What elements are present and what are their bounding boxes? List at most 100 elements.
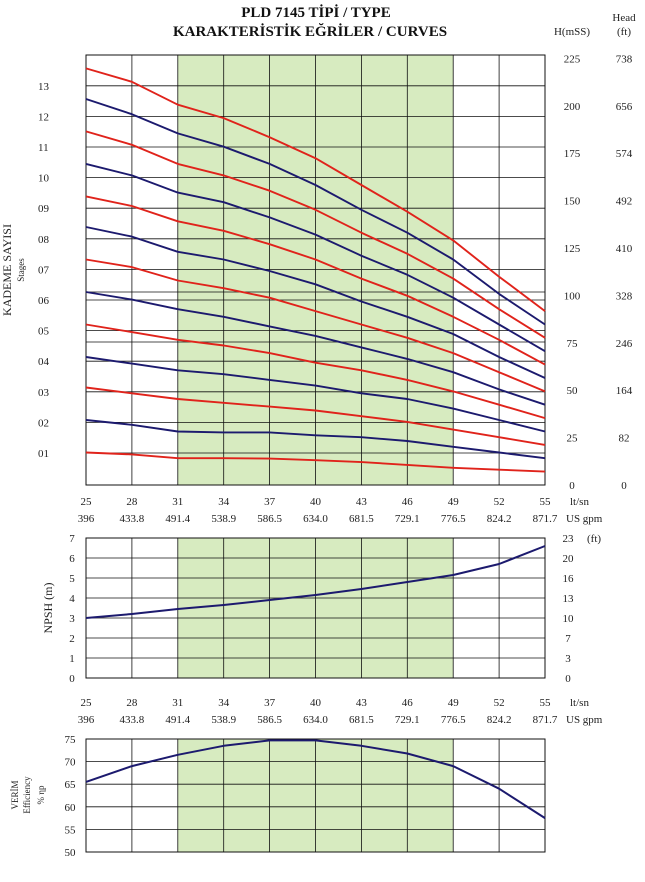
x-tick-lts: 25 (81, 496, 93, 508)
head-ft-tick: 246 (616, 338, 633, 350)
head-curve-stage-2 (85, 419, 546, 460)
eff-tick: 75 (65, 734, 77, 746)
head-curve-stage-8 (85, 226, 546, 379)
x-tick-gpm: 824.2 (487, 513, 512, 525)
stage-tick: 05 (38, 326, 50, 338)
x-unit-lts: lt/sn (570, 697, 589, 709)
x-unit-gpm: US gpm (566, 714, 603, 726)
head-curve-stage-5 (85, 323, 546, 420)
stage-tick: 02 (38, 417, 49, 429)
npsh-m-tick: 5 (69, 573, 75, 585)
npsh-m-tick: 0 (69, 673, 75, 685)
eff-axis-label-3: % ηp (36, 785, 46, 804)
head-ft-tick: 0 (621, 480, 627, 492)
x-tick-lts: 28 (126, 697, 138, 709)
head-curves-chart: 01 02 03 04 05 06 07 08 09 10 11 12 13 0 25 50 75 100 125 1… (0, 12, 636, 525)
head-curve-stage-6 (85, 291, 546, 406)
eff-tick: 65 (65, 779, 77, 791)
npsh-m-tick: 6 (69, 553, 75, 565)
chart-title-line1: PLD 7145 TİPİ / TYPE (241, 4, 390, 21)
npsh-ft-tick: 3 (565, 653, 571, 665)
x-tick-lts: 49 (448, 697, 460, 709)
x-tick-lts: 31 (172, 496, 183, 508)
stage-tick: 11 (38, 142, 49, 154)
npsh-ft-tick: 10 (563, 613, 575, 625)
stage-tick: 09 (38, 203, 50, 215)
head-curve-stage-3 (85, 386, 546, 446)
head-m-tick: 175 (564, 148, 581, 160)
head-curve-stage-4 (85, 356, 546, 433)
x-tick-gpm: 776.5 (441, 513, 466, 525)
x-tick-gpm: 538.9 (211, 714, 236, 726)
eff-tick: 50 (65, 847, 77, 859)
x-tick-lts: 37 (264, 496, 276, 508)
head-ft-axis-label: Head (612, 12, 636, 24)
x-tick-gpm: 871.7 (533, 714, 558, 726)
stage-tick: 06 (38, 295, 50, 307)
head-m-tick: 225 (564, 53, 581, 65)
npsh-ft-tick: 23 (563, 533, 575, 545)
head-ft-tick: 738 (616, 53, 633, 65)
x-tick-gpm: 634.0 (303, 714, 328, 726)
eff-tick: 70 (65, 757, 77, 769)
x-tick-gpm: 586.5 (257, 714, 282, 726)
x-tick-gpm: 396 (78, 714, 95, 726)
npsh-m-tick: 1 (69, 653, 75, 665)
x-tick-gpm: 433.8 (120, 714, 145, 726)
head-curve-stage-12 (85, 98, 546, 326)
head-m-axis-label: H(mSS) (554, 26, 590, 38)
head-ft-axis-unit: (ft) (617, 26, 631, 38)
x-tick-lts: 43 (356, 697, 368, 709)
x-tick-gpm: 586.5 (257, 513, 282, 525)
x-tick-lts: 46 (402, 496, 414, 508)
npsh-ft-unit: (ft) (587, 533, 601, 545)
x-tick-gpm: 871.7 (533, 513, 558, 525)
head-curve-stage-1 (85, 451, 546, 473)
x-tick-lts: 52 (494, 496, 505, 508)
head-m-tick: 0 (569, 480, 575, 492)
x-tick-lts: 46 (402, 697, 414, 709)
x-tick-gpm: 491.4 (165, 513, 190, 525)
x-unit-lts: lt/sn (570, 496, 589, 508)
x-tick-gpm: 776.5 (441, 714, 466, 726)
chart-title-line2: KARAKTERİSTİK EĞRİLER / CURVES (173, 23, 447, 40)
head-ft-tick: 164 (616, 385, 633, 397)
stages-axis-sublabel: Stages (16, 258, 26, 282)
head-m-tick: 100 (564, 290, 581, 302)
x-unit-gpm: US gpm (566, 513, 603, 525)
stage-tick: 03 (38, 387, 50, 399)
x-tick-lts: 37 (264, 697, 276, 709)
npsh-plot-border (85, 537, 546, 679)
npsh-ft-tick: 7 (565, 633, 571, 645)
x-tick-lts: 43 (356, 496, 368, 508)
x-tick-gpm: 491.4 (165, 714, 190, 726)
npsh-curve (85, 545, 546, 619)
head-ft-tick: 328 (616, 290, 633, 302)
stage-tick: 13 (38, 81, 50, 93)
x-tick-gpm: 729.1 (395, 714, 420, 726)
eff-tick: 60 (65, 802, 77, 814)
head-ft-tick: 656 (616, 101, 633, 113)
efficiency-chart: 50 55 60 65 70 75 VERİM Efficiency % ηp (10, 734, 546, 859)
x-tick-lts: 34 (218, 496, 230, 508)
eff-tick: 55 (65, 824, 77, 836)
npsh-m-tick: 4 (69, 593, 75, 605)
head-ft-tick: 574 (616, 148, 633, 160)
x-tick-lts: 55 (540, 697, 552, 709)
x-tick-lts: 25 (81, 697, 93, 709)
head-m-tick: 75 (567, 338, 579, 350)
x-tick-gpm: 824.2 (487, 714, 512, 726)
head-curve-stage-9 (85, 195, 546, 366)
stage-tick: 07 (38, 264, 50, 276)
head-ft-tick: 410 (616, 243, 633, 255)
stage-tick: 08 (38, 234, 50, 246)
head-m-tick: 150 (564, 196, 581, 208)
x-tick-lts: 31 (172, 697, 183, 709)
head-curve-stage-13 (85, 67, 546, 312)
head-ft-tick: 82 (619, 433, 630, 445)
npsh-ft-tick: 13 (563, 593, 575, 605)
x-tick-lts: 49 (448, 496, 460, 508)
